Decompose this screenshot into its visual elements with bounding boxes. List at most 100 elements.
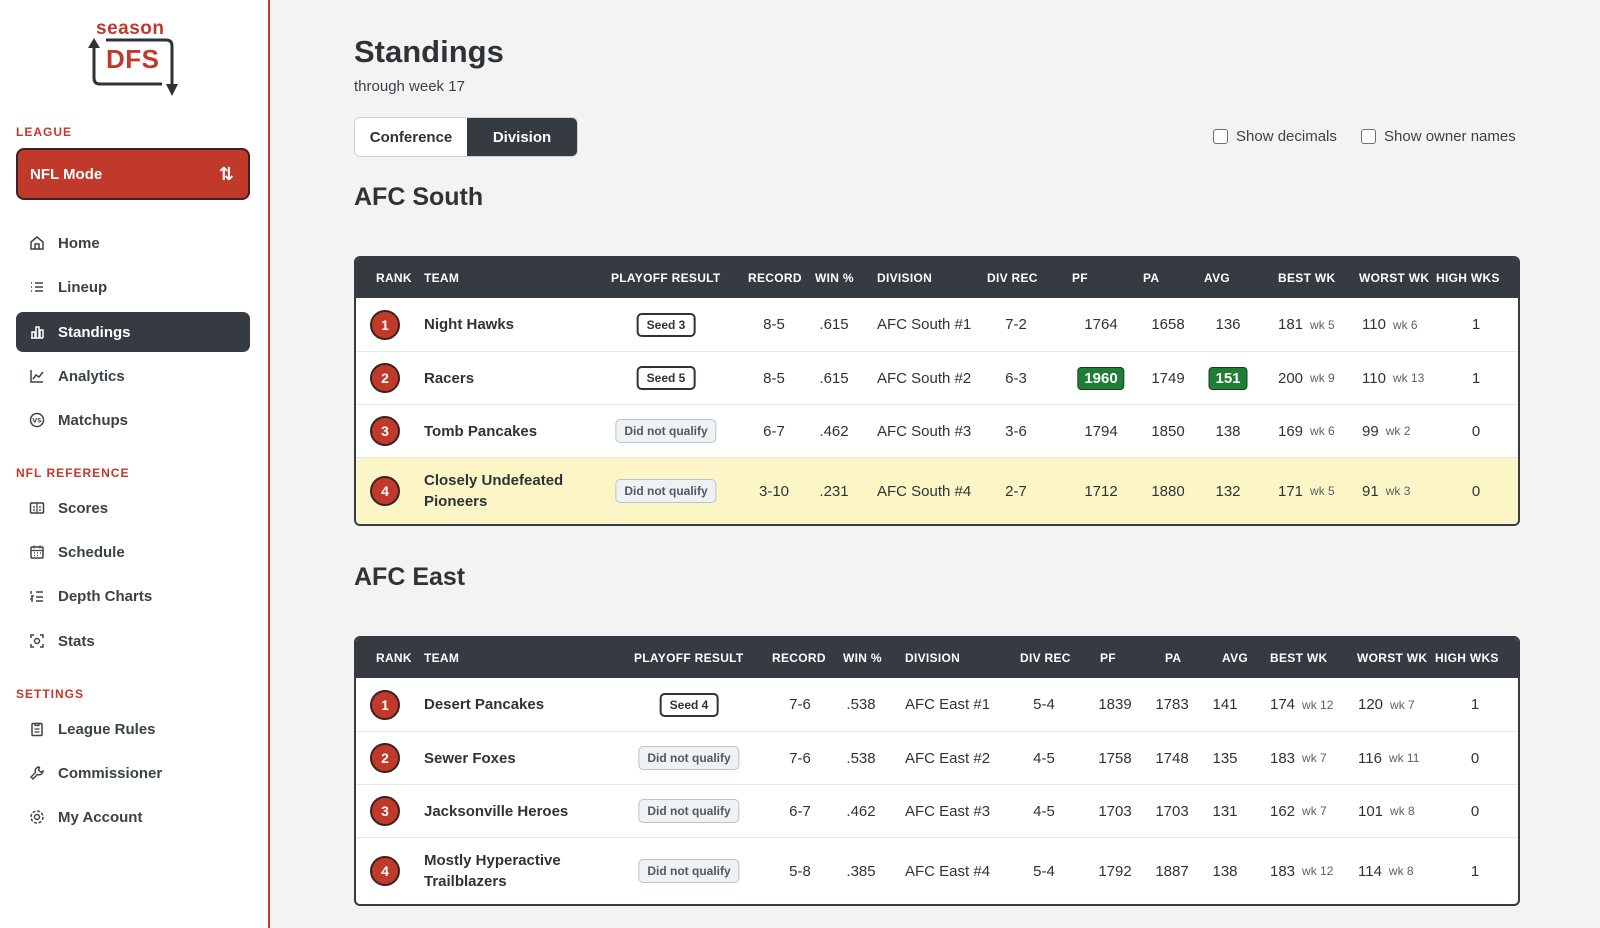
playoff-badge: Did not qualify — [638, 859, 740, 883]
high-wks-cell: 1 — [1472, 352, 1480, 404]
average: 138 — [1215, 422, 1241, 440]
table-row[interactable]: 1 Night Hawks Seed 3 8-5 .615 AFC South #1 7-2… — [356, 298, 1518, 351]
record: 8-5 — [763, 316, 785, 333]
clipboard-icon — [31, 722, 43, 737]
page-subtitle: through week 17 — [354, 78, 465, 95]
logo-season-text: season — [96, 18, 165, 39]
pf-cell: 1839 — [1098, 678, 1131, 731]
pf-cell: 1960 — [1077, 352, 1125, 404]
column-header[interactable]: DIVISION — [877, 271, 933, 285]
worst-week: wk 8 — [1388, 864, 1414, 878]
scoreboard-icon — [29, 502, 45, 514]
numbered-list-icon — [29, 591, 43, 602]
table-row[interactable]: 4 Closely Undefeated Pioneers Did not qual… — [356, 457, 1518, 524]
playoff-cell: Seed 3 — [636, 298, 696, 351]
column-header[interactable]: DIVISION — [905, 651, 961, 665]
column-header[interactable]: BEST WK — [1278, 271, 1336, 285]
table-row[interactable]: 2 Sewer Foxes Did not qualify 7-6 .538 AFC Ea… — [356, 731, 1518, 784]
column-header[interactable]: BEST WK — [1270, 651, 1328, 665]
division-cell: AFC East #3 — [905, 785, 990, 837]
nav-item-scores[interactable]: Scores — [16, 488, 250, 528]
nav-item-schedule[interactable]: Schedule — [16, 532, 250, 572]
nav-item-league-rules[interactable]: League Rules — [16, 709, 250, 749]
high-wks-cell: 1 — [1472, 298, 1480, 351]
avg-cell: 151 — [1208, 352, 1248, 404]
column-header[interactable]: TEAM — [424, 271, 460, 285]
column-header[interactable]: AVG — [1222, 651, 1249, 665]
toggle-division-button[interactable]: Division — [467, 118, 577, 156]
team-name[interactable]: Closely Undefeated Pioneers — [424, 472, 564, 510]
team-name[interactable]: Night Hawks — [424, 316, 515, 333]
nav-item-analytics[interactable]: Analytics — [16, 356, 250, 396]
pa-cell: 1658 — [1151, 298, 1184, 351]
worst-week: wk 13 — [1392, 371, 1425, 385]
best-week: wk 5 — [1310, 317, 1335, 332]
nav-item-stats[interactable]: Stats — [16, 621, 250, 661]
points-for: 1764 — [1084, 316, 1118, 333]
nav-item-lineup[interactable]: Lineup — [16, 267, 250, 307]
column-header[interactable]: DIV REC — [987, 271, 1038, 285]
column-header[interactable]: RANK — [376, 271, 412, 285]
column-header[interactable]: WIN % — [843, 651, 882, 665]
team-name[interactable]: Mostly Hyperactive Trailblazers — [424, 852, 561, 890]
team-name[interactable]: Racers — [424, 369, 475, 387]
team-name[interactable]: Tomb Pancakes — [424, 422, 538, 440]
column-header[interactable]: PF — [1100, 651, 1116, 665]
nav-item-commissioner[interactable]: Commissioner — [16, 753, 250, 793]
high-wks-cell: 0 — [1472, 458, 1480, 524]
column-header[interactable]: RECORD — [772, 651, 826, 665]
table-row[interactable]: 3 Jacksonville Heroes Did not qualify 6-7 .4… — [356, 784, 1518, 837]
column-header[interactable]: RANK — [376, 651, 412, 665]
column-header[interactable]: HIGH WKS — [1436, 271, 1500, 285]
division-rank: AFC East #1 — [905, 696, 991, 713]
checkbox-box[interactable] — [1213, 129, 1228, 144]
logo[interactable]: season DFS — [86, 16, 186, 96]
column-header[interactable]: HIGH WKS — [1435, 651, 1499, 665]
worst-week-cell: 114 wk 8 — [1358, 838, 1414, 904]
column-header[interactable]: TEAM — [424, 651, 460, 665]
table-row[interactable]: 1 Desert Pancakes Seed 4 7-6 .538 AFC East #1… — [356, 678, 1518, 731]
rank-cell: 2 — [370, 732, 400, 784]
column-header[interactable]: PLAYOFF RESULT — [634, 651, 744, 665]
show-decimals-checkbox[interactable]: Show decimals — [1213, 128, 1337, 145]
column-header[interactable]: WORST WK — [1357, 651, 1428, 665]
nav-item-matchups[interactable]: VS Matchups — [16, 400, 250, 440]
avg-cell: 135 — [1212, 732, 1237, 784]
team-cell: Tomb Pancakes — [424, 405, 594, 457]
table-row[interactable]: 3 Tomb Pancakes Did not qualify 6-7 .462 AFC … — [356, 404, 1518, 457]
column-header[interactable]: WIN % — [815, 271, 854, 285]
div-record: 3-6 — [1005, 422, 1027, 440]
table-row[interactable]: 2 Racers Seed 5 8-5 .615 AFC South #2 6-3 1960 1… — [356, 351, 1518, 404]
nav-item-standings[interactable]: Standings — [16, 312, 250, 352]
toggle-conference-button[interactable]: Conference — [369, 128, 453, 146]
average: 132 — [1215, 482, 1241, 500]
table-row[interactable]: 4 Mostly Hyperactive Trailblazers Did not … — [356, 837, 1518, 904]
show-owner-names-checkbox[interactable]: Show owner names — [1361, 128, 1516, 145]
nav-item-depth-charts[interactable]: Depth Charts — [16, 576, 250, 616]
column-header[interactable]: WORST WK — [1359, 271, 1430, 285]
best-week-cell: 200 wk 9 — [1278, 352, 1335, 404]
team-name[interactable]: Desert Pancakes — [424, 696, 545, 713]
team-name[interactable]: Jacksonville Heroes — [424, 802, 569, 820]
column-header[interactable]: AVG — [1204, 271, 1231, 285]
nav-label: Schedule — [58, 543, 125, 561]
pf-cell: 1712 — [1084, 458, 1117, 524]
pa-cell: 1887 — [1155, 838, 1188, 904]
nav-label: My Account — [58, 808, 143, 826]
checkbox-box[interactable] — [1361, 129, 1376, 144]
nfl-mode-button[interactable]: NFL Mode ⇅ — [16, 148, 250, 200]
column-header[interactable]: PA — [1165, 651, 1182, 665]
column-header[interactable]: PA — [1143, 271, 1160, 285]
nav-item-my-account[interactable]: My Account — [16, 797, 250, 837]
column-header[interactable]: PF — [1072, 271, 1088, 285]
win-pct: .385 — [846, 862, 876, 880]
column-header[interactable]: PLAYOFF RESULT — [611, 271, 721, 285]
team-name[interactable]: Sewer Foxes — [424, 749, 516, 767]
column-header[interactable]: DIV REC — [1020, 651, 1071, 665]
win-pct: .462 — [819, 422, 849, 440]
worst-score: 114 — [1358, 862, 1382, 880]
nav-item-home[interactable]: Home — [16, 223, 250, 263]
playoff-badge: Seed 3 — [636, 312, 696, 337]
column-header[interactable]: RECORD — [748, 271, 802, 285]
best-week-cell: 174 wk 12 — [1270, 678, 1333, 731]
